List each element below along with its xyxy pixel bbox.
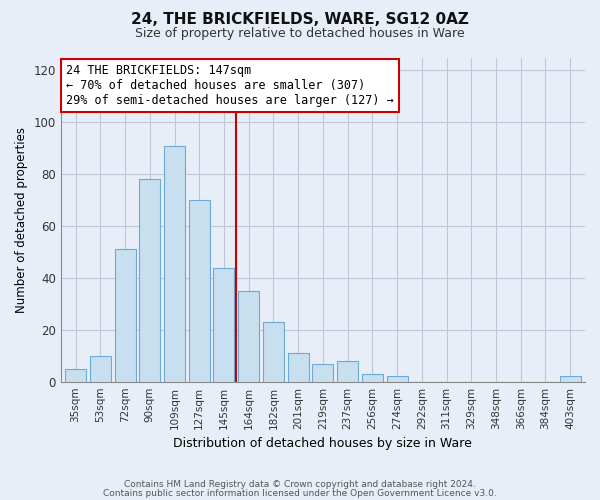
Bar bbox=[362, 374, 383, 382]
Bar bbox=[386, 376, 407, 382]
Bar bbox=[313, 364, 334, 382]
Bar bbox=[189, 200, 210, 382]
Bar bbox=[287, 353, 308, 382]
Bar bbox=[115, 250, 136, 382]
Text: 24, THE BRICKFIELDS, WARE, SG12 0AZ: 24, THE BRICKFIELDS, WARE, SG12 0AZ bbox=[131, 12, 469, 28]
Text: 24 THE BRICKFIELDS: 147sqm
← 70% of detached houses are smaller (307)
29% of sem: 24 THE BRICKFIELDS: 147sqm ← 70% of deta… bbox=[66, 64, 394, 107]
Bar bbox=[214, 268, 235, 382]
Bar bbox=[90, 356, 111, 382]
Text: Contains HM Land Registry data © Crown copyright and database right 2024.: Contains HM Land Registry data © Crown c… bbox=[124, 480, 476, 489]
Y-axis label: Number of detached properties: Number of detached properties bbox=[15, 126, 28, 312]
Bar bbox=[263, 322, 284, 382]
Text: Contains public sector information licensed under the Open Government Licence v3: Contains public sector information licen… bbox=[103, 488, 497, 498]
Bar bbox=[65, 368, 86, 382]
Bar bbox=[337, 361, 358, 382]
Bar bbox=[560, 376, 581, 382]
Bar bbox=[164, 146, 185, 382]
Text: Size of property relative to detached houses in Ware: Size of property relative to detached ho… bbox=[135, 28, 465, 40]
Bar bbox=[238, 291, 259, 382]
Bar bbox=[139, 180, 160, 382]
X-axis label: Distribution of detached houses by size in Ware: Distribution of detached houses by size … bbox=[173, 437, 472, 450]
